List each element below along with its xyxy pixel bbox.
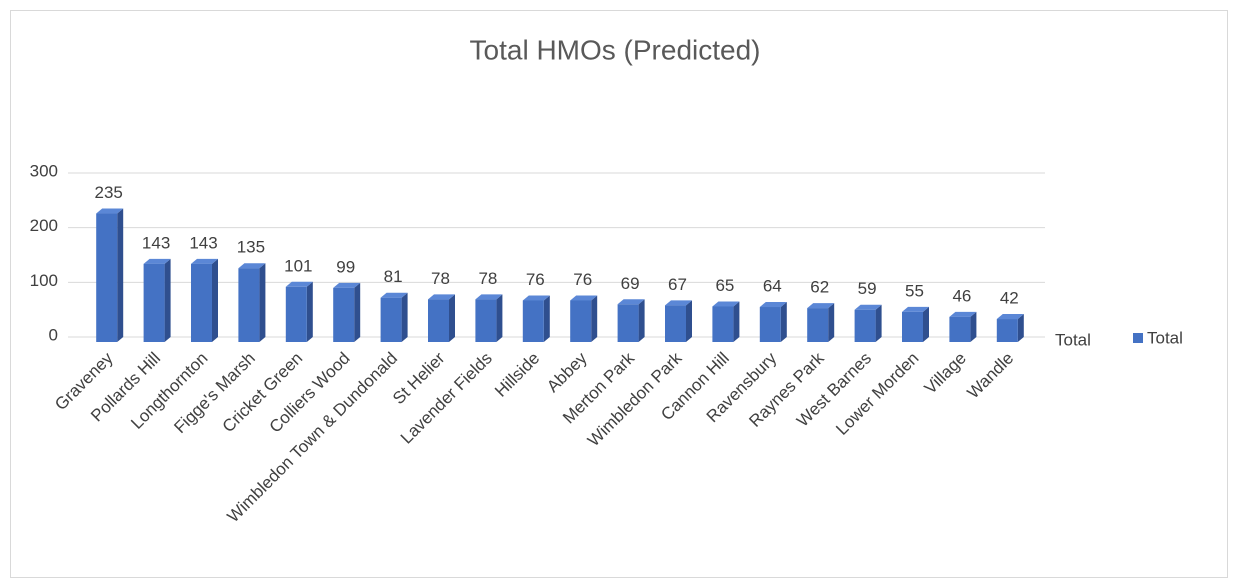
bar-side <box>543 295 550 342</box>
data-label: 235 <box>95 183 123 202</box>
bar <box>617 304 639 342</box>
data-label: 69 <box>621 274 640 293</box>
data-label: 81 <box>384 267 403 286</box>
bar-side <box>780 302 787 342</box>
bar <box>191 263 212 342</box>
bar-top <box>191 258 218 264</box>
bar-top <box>143 258 171 264</box>
bar-top <box>380 292 408 298</box>
bar-top <box>949 311 977 317</box>
bar-side <box>259 263 266 342</box>
legend-label: Total <box>1147 328 1183 347</box>
bar <box>759 307 781 342</box>
x-axis-title: Total <box>1055 330 1091 349</box>
bar <box>949 316 971 342</box>
bar-top <box>854 304 882 310</box>
bar-side <box>449 294 455 342</box>
bar-side <box>733 301 740 342</box>
chart-title: Total HMOs (Predicted) <box>470 34 761 65</box>
bar-side <box>638 299 645 342</box>
bar-side <box>828 303 835 342</box>
bar-side <box>1017 314 1024 342</box>
bar <box>854 309 876 342</box>
bar-top <box>665 300 692 306</box>
data-label: 46 <box>952 286 971 305</box>
data-label: 55 <box>905 281 924 300</box>
data-label: 59 <box>858 279 877 298</box>
data-label: 99 <box>336 257 355 276</box>
data-label: 78 <box>478 269 497 288</box>
bar-top <box>428 294 455 300</box>
bar-top <box>333 282 361 288</box>
data-label: 76 <box>573 270 592 289</box>
bar-top <box>570 295 598 301</box>
legend-swatch <box>1133 333 1143 343</box>
bar-side <box>164 258 171 342</box>
bar-side <box>354 282 361 342</box>
data-label: 62 <box>810 278 829 297</box>
bar <box>285 286 307 342</box>
bar <box>428 299 449 342</box>
bar <box>238 268 260 342</box>
bar-top <box>807 303 835 309</box>
data-label: 42 <box>1000 289 1019 308</box>
data-label: 65 <box>715 276 734 295</box>
y-tick-label: 300 <box>30 161 58 180</box>
data-label: 135 <box>237 238 265 257</box>
bar-side <box>306 281 313 342</box>
bar-top <box>475 294 503 300</box>
bar-side <box>117 208 124 342</box>
bar-top <box>522 295 550 301</box>
bar <box>712 306 734 342</box>
bar-top <box>712 301 740 307</box>
bar-top <box>96 208 124 214</box>
bar-side <box>591 295 598 342</box>
data-label: 64 <box>763 276 782 295</box>
y-tick-label: 100 <box>30 271 58 290</box>
bar <box>807 308 829 342</box>
bar <box>996 319 1018 342</box>
bar <box>570 300 592 342</box>
bar <box>665 305 686 342</box>
bar-side <box>923 306 929 342</box>
data-label: 143 <box>142 233 170 252</box>
data-label: 101 <box>284 256 312 275</box>
bar-side <box>212 258 218 342</box>
bar <box>475 299 497 342</box>
data-label: 78 <box>431 269 450 288</box>
bar <box>333 287 355 342</box>
bar-top <box>902 306 929 312</box>
bar <box>522 300 544 342</box>
data-label: 67 <box>668 275 687 294</box>
bar <box>143 263 165 342</box>
bar-top <box>285 281 313 287</box>
bar-top <box>759 302 787 308</box>
bar-side <box>875 304 882 342</box>
bar-side <box>401 292 408 342</box>
bar-side <box>970 311 977 342</box>
y-tick-label: 0 <box>49 325 58 344</box>
bar-side <box>686 300 692 342</box>
data-label: 76 <box>526 270 545 289</box>
bar-top <box>238 263 266 269</box>
bar <box>902 311 923 342</box>
bar-top <box>996 314 1024 320</box>
bar <box>380 297 402 342</box>
y-tick-label: 200 <box>30 216 58 235</box>
bar-side <box>496 294 503 342</box>
data-label: 143 <box>189 233 217 252</box>
bar <box>96 213 118 342</box>
bar-top <box>617 299 645 305</box>
